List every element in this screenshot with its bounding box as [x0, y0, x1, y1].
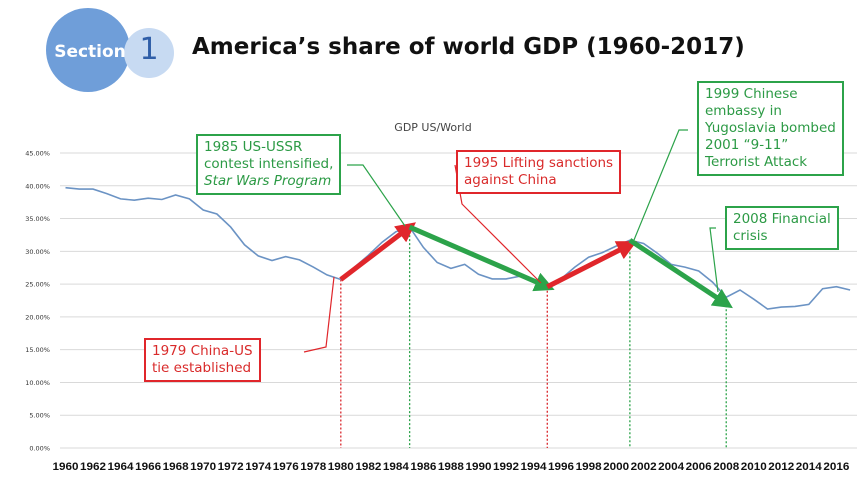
x-tick-label: 2004 — [658, 461, 685, 473]
y-tick-label: 0.00% — [29, 445, 50, 453]
annotation-line: Star Wars Program — [204, 173, 332, 189]
section-badge — [46, 8, 130, 92]
annotation-1995: 1995 Lifting sanctions against China — [456, 150, 622, 194]
y-tick-label: 35.00% — [25, 215, 50, 223]
annotation-line: tie established — [152, 360, 252, 376]
x-tick-label: 2006 — [686, 461, 712, 473]
x-tick-label: 1968 — [163, 461, 189, 473]
y-tick-label: 40.00% — [25, 182, 50, 190]
y-tick-label: 25.00% — [25, 281, 50, 289]
annotation-line: crisis — [733, 228, 768, 244]
x-tick-label: 1988 — [438, 461, 464, 473]
x-tick-label: 1962 — [80, 461, 106, 473]
section-number: 1 — [139, 32, 159, 67]
x-tick-label: 2014 — [796, 461, 823, 473]
y-tick-label: 10.00% — [25, 379, 50, 387]
x-tick-label: 1972 — [218, 461, 244, 473]
trend-arrow — [628, 238, 733, 309]
slide-title: America’s share of world GDP (1960-2017) — [192, 34, 745, 60]
annotation-line: 1995 Lifting sanctions — [464, 155, 614, 171]
annotation-1985: 1985 US-USSR contest intensified, Star W… — [196, 134, 342, 195]
x-tick-label: 1970 — [190, 461, 216, 473]
annotation-line: Terrorist Attack — [705, 154, 808, 170]
section-number-badge — [124, 28, 174, 78]
y-tick-label: 30.00% — [25, 248, 50, 256]
x-tick-label: 1960 — [53, 461, 79, 473]
x-tick-label: 1974 — [245, 461, 272, 473]
x-tick-label: 1984 — [383, 461, 410, 473]
x-tick-label: 1964 — [108, 461, 135, 473]
annotation-line: 2008 Financial — [733, 211, 831, 227]
annotation-line: 1999 Chinese — [705, 86, 798, 102]
annotation-line: contest intensified, — [204, 156, 334, 172]
x-tick-label: 1994 — [521, 461, 548, 473]
x-tick-label: 2016 — [823, 461, 849, 473]
x-tick-label: 1982 — [355, 461, 381, 473]
trend-arrows — [339, 222, 733, 309]
x-tick-label: 1986 — [410, 461, 436, 473]
event-marker-lines — [340, 227, 727, 448]
annotation-2008: 2008 Financial crisis — [725, 206, 839, 250]
y-tick-label: 45.00% — [25, 150, 50, 158]
gridlines — [60, 152, 857, 449]
y-tick-label: 20.00% — [25, 313, 50, 321]
annotation-1999-2001: 1999 Chinese embassy in Yugoslavia bombe… — [697, 81, 844, 176]
x-tick-label: 1980 — [328, 461, 354, 473]
x-tick-label: 1976 — [273, 461, 299, 473]
chart-title: GDP US/World — [394, 121, 471, 134]
x-tick-label: 2000 — [603, 461, 629, 473]
y-axis-tick-labels: 0.00% 5.00% 10.00% 15.00% 20.00% 25.00% 30.00%… — [25, 150, 50, 453]
annotation-line: against China — [464, 172, 557, 188]
trend-arrow — [408, 224, 555, 292]
x-tick-label: 2010 — [741, 461, 767, 473]
x-tick-label: 2012 — [768, 461, 794, 473]
x-tick-label: 1966 — [135, 461, 161, 473]
annotation-line: 2001 “9-11” — [705, 137, 789, 153]
x-tick-label: 1998 — [576, 461, 602, 473]
x-tick-label: 2002 — [631, 461, 657, 473]
annotation-line: 1985 US-USSR — [204, 139, 303, 155]
annotation-line: 1979 China-US — [152, 343, 253, 359]
x-tick-label: 1992 — [493, 461, 519, 473]
x-tick-label: 2008 — [713, 461, 739, 473]
annotation-1979: 1979 China-US tie established — [144, 338, 261, 382]
y-tick-label: 15.00% — [25, 346, 50, 354]
x-tick-label: 1990 — [465, 461, 491, 473]
trend-arrow — [339, 222, 416, 282]
x-tick-label: 1996 — [548, 461, 574, 473]
x-axis-tick-labels: 1960 1962 1964 1966 1968 1970 1972 1974 1976 1978… — [53, 461, 850, 473]
annotation-line: embassy in — [705, 103, 782, 119]
y-tick-label: 5.00% — [29, 412, 50, 420]
annotation-line: Yugoslavia bombed — [705, 120, 836, 136]
section-label: Section — [54, 42, 126, 62]
trend-arrow — [546, 241, 638, 289]
x-tick-label: 1978 — [300, 461, 326, 473]
